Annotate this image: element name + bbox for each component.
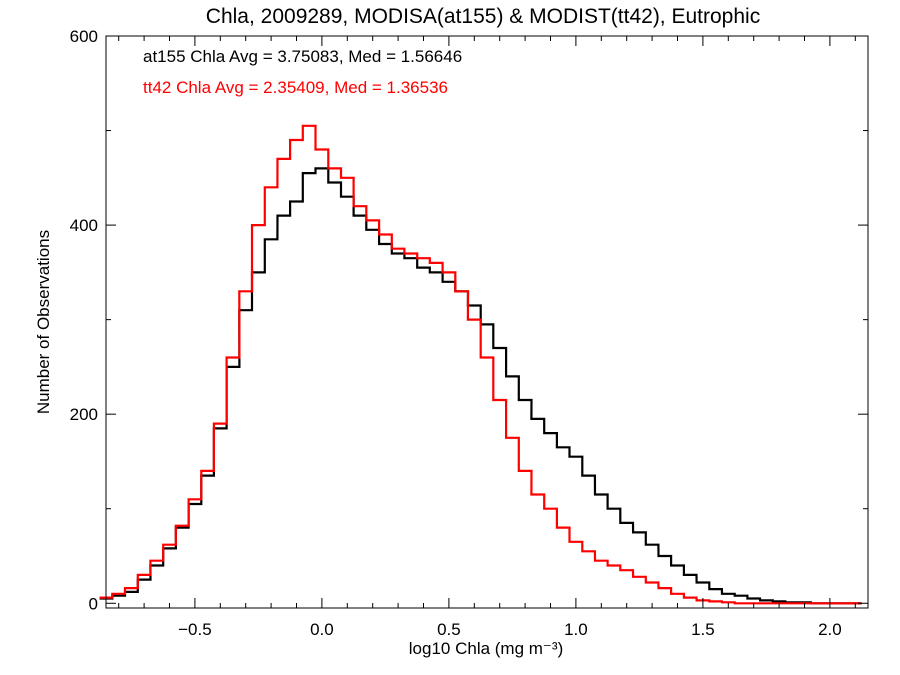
x-tick-label: 1.0 [564, 620, 588, 639]
x-axis-label: log10 Chla (mg m⁻³) [409, 639, 563, 658]
series-layer [99, 124, 862, 605]
x-tick-label: 1.5 [691, 620, 715, 639]
annotation-at155-stats: at155 Chla Avg = 3.75083, Med = 1.56646 [143, 47, 462, 66]
x-tick-label: 2.0 [818, 620, 842, 639]
y-axis-label: Number of Observations [34, 230, 53, 414]
annotation-tt42-stats: tt42 Chla Avg = 2.35409, Med = 1.36536 [143, 78, 448, 97]
series-tt42-line [99, 124, 862, 605]
series-at155-line [99, 167, 862, 605]
y-tick-label: 200 [70, 405, 98, 424]
y-tick-label: 600 [70, 27, 98, 46]
chart-title: Chla, 2009289, MODISA(at155) & MODIST(tt… [206, 5, 760, 28]
x-tick-label: 0.0 [310, 620, 334, 639]
y-tick-label: 0 [89, 594, 98, 613]
x-tick-label: −0.5 [178, 620, 212, 639]
y-tick-label: 400 [70, 216, 98, 235]
axis-ticks: −0.5 0.0 0.5 1.0 1.5 2.0 0 200 400 600 [70, 27, 868, 639]
plot-frame [105, 35, 869, 609]
x-tick-label: 0.5 [437, 620, 461, 639]
